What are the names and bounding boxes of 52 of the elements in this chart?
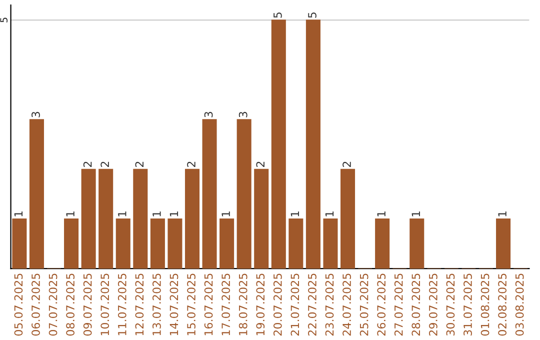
data-label: 2	[83, 162, 92, 167]
x-tick-label: 21.07.2025	[290, 274, 300, 336]
x-tick-label: 06.07.2025	[32, 274, 40, 336]
x-tick-label: 26.07.2025	[377, 274, 386, 336]
x-tick-label: 25.07.2025	[360, 274, 368, 336]
data-label: 1	[377, 211, 386, 216]
data-label: 3	[238, 112, 248, 118]
x-tick-label: 14.07.2025	[170, 274, 178, 336]
data-label: 2	[100, 162, 109, 167]
x-tick-label: 27.07.2025	[394, 274, 403, 336]
x-tick-label: 19.07.2025	[256, 274, 265, 336]
data-label: 5	[308, 12, 316, 18]
x-tick-label: 31.07.2025	[464, 274, 472, 336]
data-label: 3	[204, 112, 213, 118]
data-label: 1	[412, 211, 420, 216]
data-label: 1	[222, 211, 230, 216]
data-label: 1	[290, 211, 299, 216]
data-label: 5	[274, 12, 282, 18]
x-tick-label: 07.07.2025	[48, 274, 58, 336]
x-tick-label: 24.07.2025	[342, 274, 351, 336]
data-label: 1	[118, 211, 126, 216]
data-label: 1	[498, 211, 506, 216]
x-tick-label: 16.07.2025	[204, 274, 213, 336]
x-tick-label: 30.07.2025	[446, 274, 455, 336]
x-tick-label: 29.07.2025	[428, 274, 438, 336]
x-tick-label: 17.07.2025	[222, 274, 230, 336]
data-label: 2	[256, 162, 264, 167]
data-label: 1	[66, 211, 74, 216]
x-tick-label: 12.07.2025	[135, 274, 144, 336]
x-tick-label: 15.07.2025	[187, 274, 196, 336]
x-tick-label: 01.08.2025	[480, 274, 490, 336]
data-label: 1	[152, 211, 161, 216]
x-tick-label: 28.07.2025	[412, 274, 420, 336]
x-tick-label: 10.07.2025	[100, 274, 110, 336]
x-tick-label: 09.07.2025	[83, 274, 92, 336]
data-label: 1	[14, 211, 23, 216]
x-tick-label: 23.07.2025	[325, 274, 334, 336]
data-label: 2	[135, 162, 144, 167]
data-label: 2	[342, 162, 351, 167]
data-label: 2	[187, 162, 196, 167]
data-label: 1	[170, 211, 178, 216]
x-tick-label: 02.08.2025	[498, 274, 507, 336]
x-tick-label: 11.07.2025	[118, 274, 126, 336]
x-tick-label: 20.07.2025	[273, 274, 282, 336]
x-tick-label: 05.07.2025	[14, 274, 23, 336]
data-label: 1	[325, 211, 334, 216]
x-tick-label: 18.07.2025	[238, 274, 248, 336]
data-label: 3	[32, 112, 40, 118]
x-tick-label: 03.08.2025	[515, 274, 524, 336]
x-tick-label: 08.07.2025	[66, 274, 75, 336]
x-tick-label: 13.07.2025	[152, 274, 161, 336]
x-tick-label: 22.07.2025	[308, 274, 316, 336]
